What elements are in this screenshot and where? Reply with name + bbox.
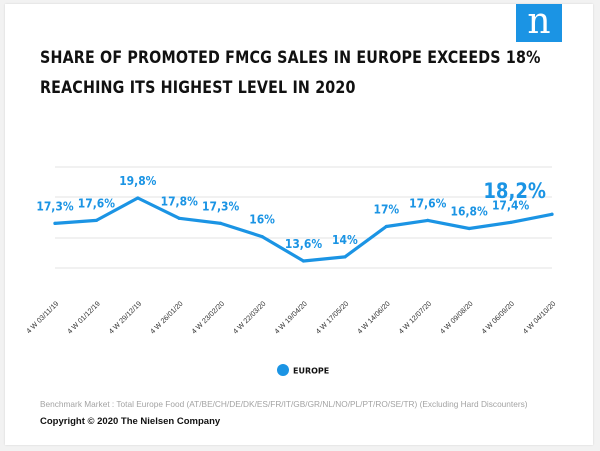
x-tick-label: 4 W 03/11/19 (24, 299, 60, 335)
data-label: 13,6% (285, 236, 323, 251)
x-tick-label: 4 W 26/01/20 (148, 299, 185, 336)
data-point (301, 259, 306, 263)
data-point (94, 218, 99, 222)
x-tick-label: 4 W 01/12/19 (65, 299, 102, 336)
data-label: 17,3% (202, 199, 240, 214)
data-label: 17,6% (78, 196, 116, 211)
benchmark-footnote: Benchmark Market : Total Europe Food (AT… (40, 399, 528, 409)
data-label: 17,6% (409, 196, 447, 211)
data-point (53, 221, 57, 226)
x-tick-label: 4 W 23/02/20 (189, 299, 226, 336)
data-label: 18,2% (483, 179, 546, 204)
x-tick-label: 4 W 29/12/19 (107, 299, 144, 336)
copyright-notice: Copyright © 2020 The Nielsen Company (40, 416, 221, 427)
data-label: 16% (249, 212, 275, 227)
data-point (177, 216, 181, 220)
x-tick-label: 4 W 14/06/20 (355, 299, 392, 336)
data-point (343, 255, 347, 259)
data-point (136, 196, 140, 200)
data-point (219, 221, 223, 226)
legend-label-europe: EUROPE (293, 367, 329, 376)
data-label: 19,8% (119, 173, 157, 188)
legend-marker-europe (277, 364, 289, 376)
data-label: 16,8% (451, 204, 489, 219)
data-label: 17,3% (36, 199, 74, 214)
x-tick-label: 4 W 12/07/20 (397, 299, 434, 336)
x-tick-label: 4 W 17/05/20 (314, 299, 351, 336)
x-tick-label: 4 W 22/03/20 (231, 299, 268, 336)
data-point (384, 224, 388, 229)
data-point (508, 220, 513, 224)
logo-letter: n (527, 1, 551, 42)
x-tick-label: 4 W 06/09/20 (479, 299, 516, 336)
data-label: 14% (332, 232, 358, 247)
data-label: 17,8% (161, 194, 199, 209)
chart-title-line-2: REACHING ITS HIGHEST LEVEL IN 2020 (40, 78, 356, 98)
data-label: 17% (373, 202, 399, 217)
data-point (467, 226, 471, 231)
x-tick-label: 4 W 04/10/20 (521, 299, 558, 336)
x-tick-label: 4 W 09/08/20 (438, 299, 475, 336)
x-tick-label: 4 W 19/04/20 (272, 299, 309, 336)
data-label: 17,4% (492, 198, 530, 213)
data-point (426, 218, 430, 222)
chart-title-line-1: SHARE OF PROMOTED FMCG SALES IN EUROPE E… (40, 48, 541, 68)
data-point (550, 212, 554, 216)
data-point (260, 235, 264, 239)
nielsen-logo: n (516, 1, 562, 42)
